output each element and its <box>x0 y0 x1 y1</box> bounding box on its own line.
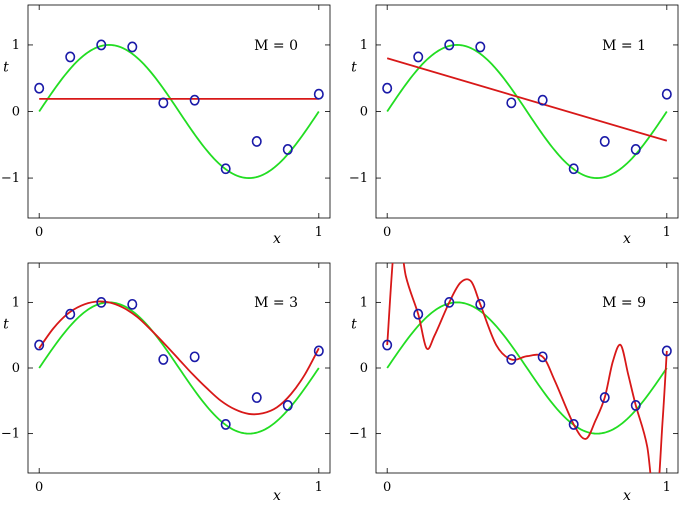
model-order-label: M = 0 <box>254 38 298 54</box>
data-point <box>313 345 324 357</box>
model-order-label: M = 3 <box>254 295 298 311</box>
y-axis-label: t <box>3 317 9 333</box>
data-point <box>282 144 293 155</box>
data-point <box>661 345 672 357</box>
y-axis-label: t <box>351 317 357 333</box>
data-point <box>506 354 517 365</box>
data-point <box>127 41 138 53</box>
data-point <box>568 419 579 430</box>
y-axis-label: t <box>351 60 357 76</box>
data-point <box>444 39 455 51</box>
y-tick-label: 0 <box>12 105 20 120</box>
data-point <box>282 400 293 411</box>
data-point <box>382 339 393 351</box>
fitted-curve <box>386 57 668 142</box>
x-axis-label: x <box>623 231 631 247</box>
y-axis-label: t <box>3 60 9 76</box>
data-point <box>189 351 200 363</box>
data-point <box>251 392 262 403</box>
y-tick-label: −1 <box>349 427 368 442</box>
fitted-curve <box>386 263 668 473</box>
data-point <box>661 88 672 100</box>
data-point <box>537 351 548 363</box>
y-tick-label: −1 <box>1 427 20 442</box>
y-tick-label: 1 <box>12 38 20 53</box>
x-axis-label: x <box>273 488 281 504</box>
data-point <box>444 296 455 308</box>
model-order-label: M = 9 <box>602 295 646 311</box>
data-point <box>313 88 324 100</box>
x-tick-label: 0 <box>35 225 43 240</box>
data-point <box>220 163 231 175</box>
data-point <box>599 136 610 147</box>
x-tick-label: 1 <box>663 480 671 495</box>
data-point <box>413 308 424 320</box>
y-tick-label: 0 <box>360 361 368 376</box>
data-point <box>158 354 169 365</box>
data-point <box>537 94 548 106</box>
plot-area <box>382 39 672 179</box>
data-point <box>127 298 138 310</box>
data-point <box>251 136 262 147</box>
x-tick-label: 0 <box>383 225 391 240</box>
data-point <box>475 298 486 310</box>
y-tick-label: 0 <box>12 361 20 376</box>
x-tick-label: 1 <box>315 225 323 240</box>
x-tick-label: 1 <box>315 480 323 495</box>
x-tick-label: 0 <box>383 480 391 495</box>
plot-area <box>382 263 672 473</box>
y-tick-label: 1 <box>12 295 20 310</box>
y-tick-label: 1 <box>360 295 368 310</box>
data-point <box>96 39 107 51</box>
true-curve <box>386 44 668 179</box>
fitted-curve <box>38 300 320 416</box>
data-point <box>65 51 76 63</box>
y-tick-label: 0 <box>360 105 368 120</box>
x-tick-label: 0 <box>35 480 43 495</box>
data-point <box>506 97 517 109</box>
data-point <box>96 296 107 308</box>
y-tick-label: 1 <box>360 38 368 53</box>
plot-area <box>34 39 324 179</box>
y-tick-label: −1 <box>1 171 20 186</box>
true-curve <box>38 44 320 179</box>
data-point <box>630 400 641 411</box>
data-point <box>475 41 486 53</box>
data-point <box>34 339 45 351</box>
data-point <box>413 51 424 63</box>
data-point <box>189 94 200 106</box>
data-point <box>599 392 610 403</box>
x-axis-label: x <box>623 488 631 504</box>
y-tick-label: −1 <box>349 171 368 186</box>
plot-area <box>34 296 324 435</box>
data-point <box>34 82 45 94</box>
model-order-label: M = 1 <box>602 38 646 54</box>
x-axis-label: x <box>273 231 281 247</box>
true-curve <box>38 301 320 435</box>
data-point <box>220 419 231 430</box>
true-curve <box>386 301 668 435</box>
data-point <box>568 163 579 175</box>
x-tick-label: 1 <box>663 225 671 240</box>
data-point <box>158 97 169 109</box>
data-point <box>630 144 641 155</box>
data-point <box>382 82 393 94</box>
data-point <box>65 308 76 320</box>
